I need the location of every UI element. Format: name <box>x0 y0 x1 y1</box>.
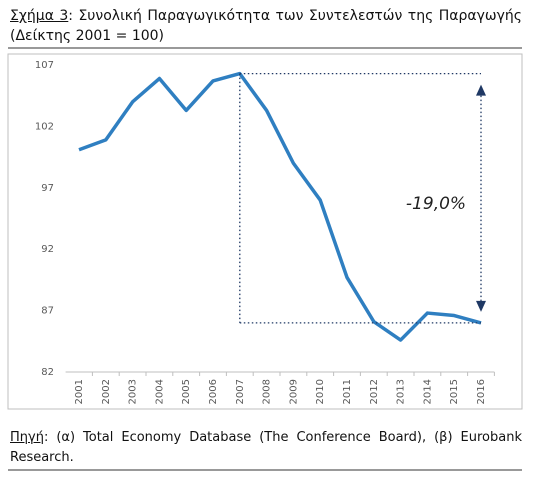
x-tick-label: 2008 <box>262 379 273 404</box>
arrow-head <box>476 84 486 96</box>
x-tick-label: 2005 <box>181 379 192 404</box>
x-tick-label: 2004 <box>154 379 165 404</box>
annotation: -19,0% <box>406 194 466 214</box>
x-tick-label: 2011 <box>342 379 353 404</box>
source: Πηγή: (α) Total Economy Database (The Co… <box>10 428 522 468</box>
x-tick-label: 2012 <box>369 379 380 404</box>
y-tick-label: 102 <box>35 121 54 132</box>
x-tick-label: 2010 <box>315 379 326 404</box>
y-tick-label: 107 <box>35 60 54 71</box>
x-tick-label: 2013 <box>396 379 407 404</box>
y-tick-label: 87 <box>41 306 54 317</box>
chart-frame <box>7 53 523 410</box>
chart-title: : Συνολική Παραγωγικότητα των Συντελεστώ… <box>10 8 522 44</box>
source-label: Πηγή <box>10 430 44 445</box>
x-tick-label: 2014 <box>422 379 433 404</box>
x-tick-label: 2001 <box>74 379 85 404</box>
caption: Σχήμα 3: Συνολική Παραγωγικότητα των Συν… <box>10 6 522 46</box>
x-tick-label: 2007 <box>235 379 246 404</box>
x-tick-label: 2003 <box>128 379 139 404</box>
x-tick-label: 2016 <box>476 379 487 404</box>
y-tick-label: 92 <box>41 244 54 255</box>
figure-label: Σχήμα 3 <box>10 8 69 24</box>
x-tick-label: 2015 <box>449 379 460 404</box>
x-tick-label: 2009 <box>288 379 299 404</box>
y-tick-label: 97 <box>41 183 54 194</box>
y-tick-label: 82 <box>41 367 54 378</box>
series-line <box>78 71 482 342</box>
source-text: : (α) Total Economy Database (The Confer… <box>10 430 522 465</box>
x-tick-label: 2002 <box>101 379 112 404</box>
x-tick-label: 2006 <box>208 379 219 404</box>
arrow-head <box>476 300 486 312</box>
